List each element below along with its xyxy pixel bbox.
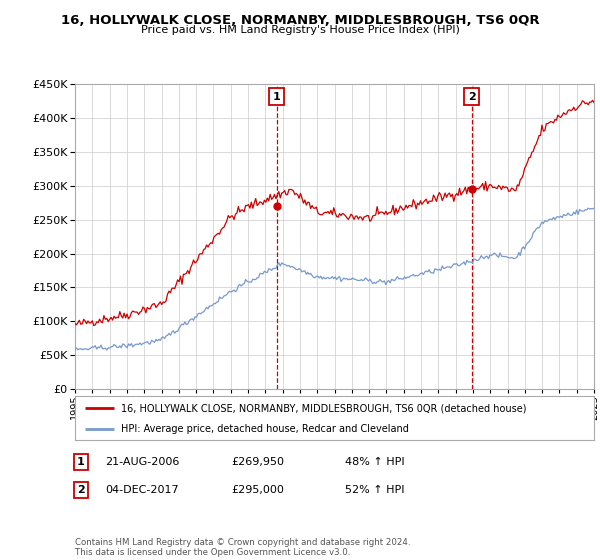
- Text: £269,950: £269,950: [231, 457, 284, 467]
- Text: 2: 2: [467, 92, 475, 101]
- Text: Contains HM Land Registry data © Crown copyright and database right 2024.
This d: Contains HM Land Registry data © Crown c…: [75, 538, 410, 557]
- Text: £295,000: £295,000: [231, 485, 284, 495]
- Text: HPI: Average price, detached house, Redcar and Cleveland: HPI: Average price, detached house, Redc…: [121, 424, 409, 433]
- Text: 48% ↑ HPI: 48% ↑ HPI: [345, 457, 404, 467]
- Text: 21-AUG-2006: 21-AUG-2006: [105, 457, 179, 467]
- Text: Price paid vs. HM Land Registry's House Price Index (HPI): Price paid vs. HM Land Registry's House …: [140, 25, 460, 35]
- Text: 16, HOLLYWALK CLOSE, NORMANBY, MIDDLESBROUGH, TS6 0QR (detached house): 16, HOLLYWALK CLOSE, NORMANBY, MIDDLESBR…: [121, 403, 526, 413]
- Text: 1: 1: [77, 457, 85, 467]
- Text: 16, HOLLYWALK CLOSE, NORMANBY, MIDDLESBROUGH, TS6 0QR: 16, HOLLYWALK CLOSE, NORMANBY, MIDDLESBR…: [61, 14, 539, 27]
- Text: 52% ↑ HPI: 52% ↑ HPI: [345, 485, 404, 495]
- Text: 04-DEC-2017: 04-DEC-2017: [105, 485, 179, 495]
- Text: 2: 2: [77, 485, 85, 495]
- Text: 1: 1: [272, 92, 280, 101]
